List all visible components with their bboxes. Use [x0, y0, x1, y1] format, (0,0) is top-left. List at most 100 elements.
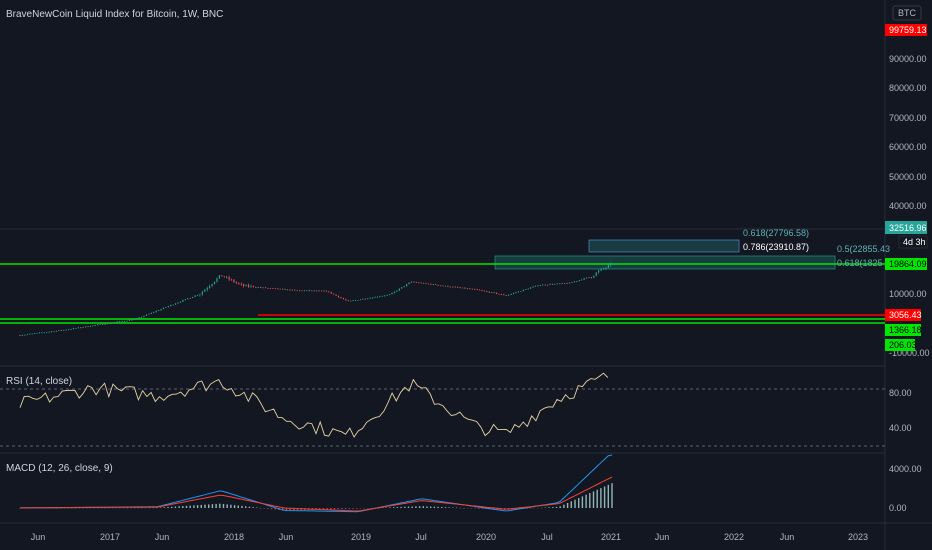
fib-zone-upper[interactable] — [588, 239, 740, 253]
candle-body — [184, 299, 186, 301]
candle-body — [413, 281, 415, 283]
candle-body — [286, 289, 289, 291]
candle-body — [396, 290, 398, 292]
candle-body — [155, 310, 157, 313]
macd-histogram-bar — [396, 507, 399, 508]
candle-body — [196, 295, 199, 296]
macd-histogram-bar — [267, 508, 269, 509]
time-tick: Jun — [780, 532, 795, 542]
candle-body — [199, 294, 201, 296]
signal-line[interactable] — [20, 476, 613, 512]
candle-body — [547, 284, 549, 286]
candle-body — [306, 290, 308, 292]
macd-histogram-bar — [341, 508, 343, 510]
candle-body — [140, 317, 143, 318]
macd-histogram-bar — [174, 506, 177, 508]
macd-histogram-bar — [196, 505, 199, 508]
macd-histogram-bar — [178, 506, 180, 508]
macd-histogram-bar — [289, 508, 291, 511]
rsi-tick: 80.00 — [889, 388, 912, 398]
candle-body — [277, 288, 279, 290]
candle-body — [340, 297, 342, 299]
candle-body — [279, 288, 281, 290]
price-tick: 90000.00 — [889, 54, 927, 64]
macd-histogram-bar — [326, 508, 328, 510]
candle-body — [585, 277, 588, 279]
candle-body — [500, 294, 503, 295]
candle-body — [68, 329, 70, 331]
candle-body — [260, 287, 262, 288]
candle-body — [415, 282, 417, 283]
macd-histogram-bar — [600, 488, 602, 508]
candle-body — [114, 322, 116, 324]
candle-body — [530, 287, 532, 289]
candle-body — [318, 290, 320, 292]
candle-body — [333, 293, 335, 295]
currency-label: BTC — [898, 8, 917, 18]
candle-body — [532, 286, 534, 288]
candle-body — [376, 296, 379, 298]
candle-body — [610, 263, 612, 266]
candle-body — [359, 299, 361, 301]
macd-histogram[interactable] — [19, 483, 613, 511]
macd-histogram-bar — [555, 506, 558, 508]
macd-histogram-bar — [478, 508, 480, 509]
macd-histogram-bar — [426, 506, 428, 508]
candle-body — [21, 335, 24, 336]
macd-histogram-bar — [241, 505, 243, 508]
candle-body — [559, 283, 561, 285]
candle-body — [335, 294, 337, 296]
macd-histogram-bar — [563, 504, 565, 508]
currency-badge[interactable] — [892, 5, 922, 21]
candle-body — [58, 330, 60, 332]
macd-histogram-bar — [430, 506, 432, 508]
candle-body — [289, 289, 291, 291]
candle-body — [576, 280, 578, 282]
candle-body — [495, 292, 498, 294]
candle-body — [515, 292, 517, 294]
candle-body — [337, 295, 340, 298]
candle-body — [48, 331, 50, 333]
macd-tick: 4000.00 — [889, 464, 922, 474]
candle-body — [488, 291, 490, 293]
rsi-label: RSI (14, close) — [6, 376, 72, 387]
macd-histogram-bar — [215, 503, 217, 508]
rsi-tick: 40.00 — [889, 423, 912, 433]
candle-body — [379, 296, 381, 298]
candle-body — [442, 285, 444, 287]
candle-body — [99, 324, 101, 325]
candle-body — [607, 265, 610, 268]
macd-histogram-bar — [193, 505, 195, 508]
time-axis[interactable]: Jun 2017 Jun 2018 Jun 2019 Jul 2020 Jul … — [31, 532, 868, 542]
rsi-line[interactable] — [19, 372, 609, 438]
candle-body — [537, 285, 539, 287]
fib-zone-lower[interactable] — [494, 255, 836, 270]
candle-body — [296, 290, 298, 291]
candle-body — [177, 302, 179, 304]
price-tag — [885, 309, 921, 321]
candle-body — [111, 322, 113, 324]
macd-histogram-bar — [226, 504, 228, 508]
candle-body — [60, 330, 62, 332]
candle-body — [233, 279, 235, 283]
candle-body — [384, 295, 386, 297]
candle-body — [364, 298, 366, 300]
candle-body — [581, 279, 583, 281]
price-tag-text: 1366.18 — [889, 325, 922, 335]
macd-histogram-bar — [422, 506, 424, 508]
candle-body — [539, 285, 541, 287]
candle-body — [510, 293, 512, 295]
candle-body — [160, 309, 162, 311]
candle-body — [272, 288, 274, 289]
candlestick-series[interactable] — [19, 262, 612, 336]
macd-histogram-bar — [603, 486, 606, 508]
candle-body — [102, 324, 104, 325]
time-tick: 2022 — [724, 532, 744, 542]
macd-histogram-bar — [596, 489, 598, 508]
candle-body — [167, 306, 169, 308]
candle-body — [357, 299, 359, 301]
candle-body — [598, 270, 600, 273]
candle-body — [503, 294, 505, 296]
